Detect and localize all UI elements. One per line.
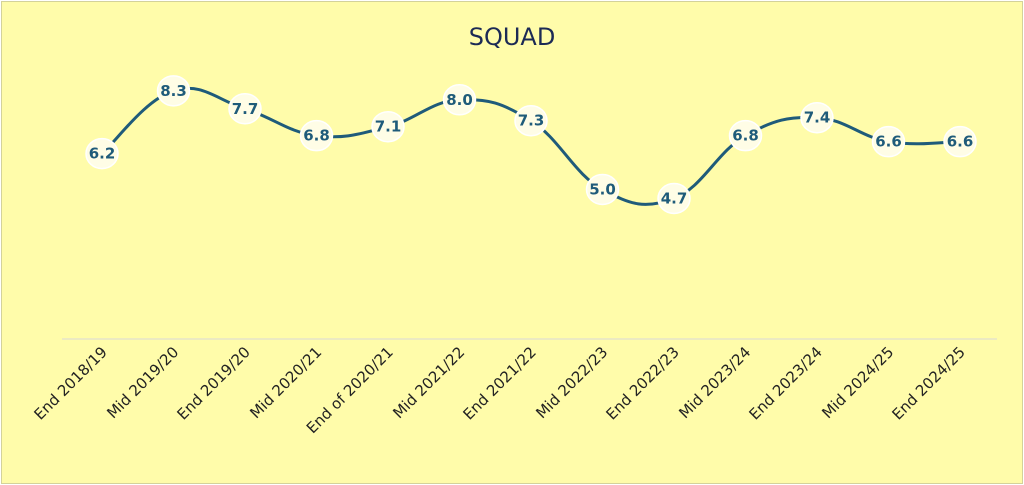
data-label: 6.8 (303, 127, 330, 145)
data-point: 6.8 (728, 119, 763, 152)
data-point-marker (299, 119, 334, 152)
data-label: 6.2 (89, 145, 116, 163)
x-tick-label: End 2018/19 (31, 343, 111, 423)
data-label: 7.4 (804, 109, 831, 127)
data-point-marker (800, 101, 834, 134)
data-point: 8.3 (156, 75, 191, 107)
data-label: 5.0 (589, 181, 616, 199)
data-point: 6.6 (871, 125, 906, 158)
data-point: 8.0 (442, 84, 477, 116)
data-label: 4.7 (661, 189, 688, 207)
x-tick-label: Mid 2023/24 (675, 343, 754, 422)
data-label: 7.3 (518, 112, 545, 130)
data-point: 6.2 (85, 137, 119, 170)
data-point: 7.3 (514, 104, 548, 137)
data-point-marker (514, 104, 548, 137)
data-point-marker (442, 84, 477, 116)
x-tick-label: End 2024/25 (889, 343, 969, 423)
data-point-marker (371, 110, 405, 143)
x-tick-label: Mid 2019/20 (103, 343, 182, 422)
data-point-marker (228, 93, 262, 125)
data-label: 6.8 (732, 127, 759, 145)
data-point: 7.1 (371, 110, 405, 143)
x-tick-label: Mid 2022/23 (532, 343, 611, 422)
data-label: 6.6 (875, 133, 902, 151)
data-point-marker (871, 125, 906, 158)
data-label: 8.3 (160, 82, 187, 100)
x-tick-label: Mid 2021/22 (389, 343, 468, 422)
data-point: 5.0 (585, 173, 620, 206)
data-label: 7.1 (375, 118, 402, 136)
data-point: 7.7 (228, 93, 262, 125)
data-point-marker (943, 125, 977, 158)
data-point-marker (85, 137, 119, 170)
data-point: 4.7 (657, 182, 691, 215)
x-tick-label: Mid 2024/25 (818, 343, 897, 422)
data-point-marker (728, 119, 763, 152)
x-tick-label: Mid 2020/21 (246, 343, 325, 422)
data-point-marker (585, 173, 620, 206)
data-point: 7.4 (800, 101, 834, 134)
data-point-marker (657, 182, 691, 215)
chart-title: SQUAD (469, 23, 556, 51)
x-tick-label: End 2021/22 (460, 343, 540, 423)
x-tick-label: End 2019/20 (174, 343, 254, 423)
x-tick-label: End 2023/24 (746, 343, 826, 423)
data-point: 6.8 (299, 119, 334, 152)
x-tick-label: End 2022/23 (603, 343, 683, 423)
data-point-marker (156, 75, 191, 107)
data-label: 7.7 (232, 100, 259, 118)
data-label: 6.6 (947, 133, 974, 151)
data-point: 6.6 (943, 125, 977, 158)
data-label: 8.0 (446, 91, 473, 109)
